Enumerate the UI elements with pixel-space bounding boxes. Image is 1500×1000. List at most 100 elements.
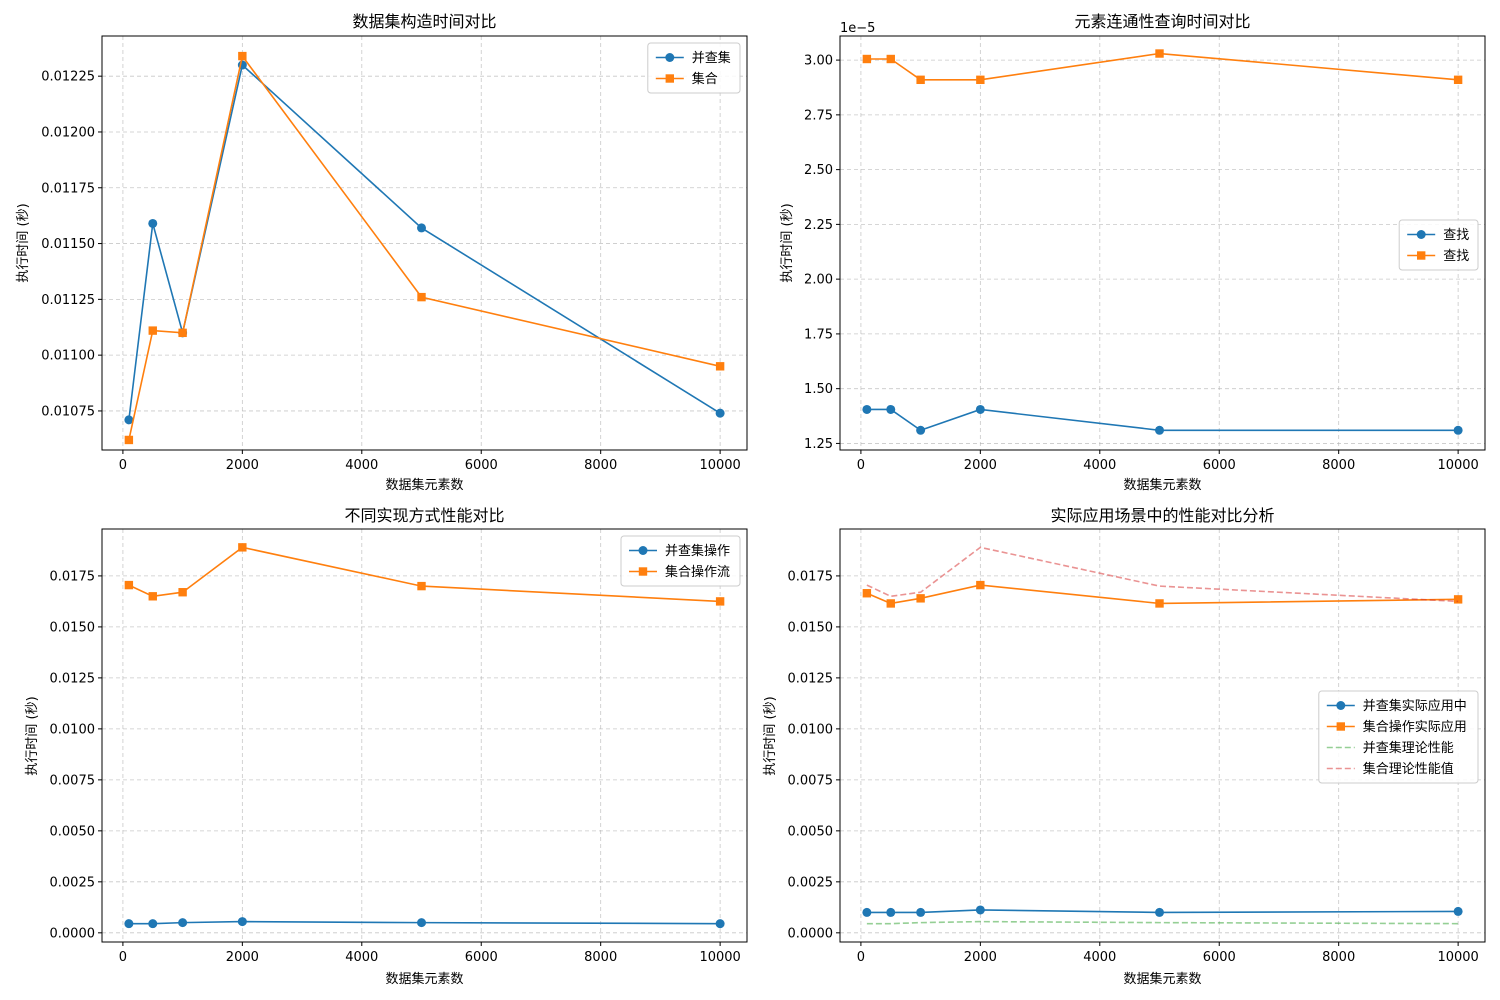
data-point: [148, 326, 157, 335]
y-tick-label: 1.75: [804, 327, 833, 342]
data-point: [124, 580, 134, 590]
series-1: [124, 917, 725, 929]
x-tick-label: 6000: [1203, 950, 1236, 965]
y-axis-label: 执行时间 (秒): [16, 203, 31, 282]
series-1: [862, 905, 1463, 917]
series-2: [862, 49, 1463, 85]
x-tick-label: 10000: [1437, 458, 1478, 473]
x-tick-label: 10000: [1437, 950, 1478, 965]
data-point: [976, 75, 985, 85]
data-point: [1155, 49, 1164, 58]
legend-label: 并查集: [692, 50, 731, 66]
data-point: [916, 907, 926, 917]
data-point: [417, 581, 426, 591]
x-tick-label: 2000: [964, 950, 997, 965]
x-tick-label: 2000: [226, 458, 259, 473]
y-tick-label: 0.01225: [41, 70, 95, 85]
x-tick-label: 6000: [1203, 458, 1236, 473]
series-line: [866, 546, 1459, 603]
axes-frame: [839, 528, 1486, 943]
data-point: [1453, 595, 1463, 604]
data-point: [715, 597, 725, 606]
y-tick-label: 1.50: [804, 382, 833, 397]
series-line: [128, 54, 721, 441]
data-point: [916, 75, 925, 85]
data-point: [417, 292, 426, 302]
data-point: [237, 917, 247, 927]
data-point: [148, 592, 157, 601]
chart-title: 数据集构造时间对比: [352, 12, 496, 31]
x-axis-label: 数据集元素数: [1123, 971, 1201, 987]
legend-label: 集合: [692, 71, 718, 87]
data-point: [975, 404, 985, 414]
x-tick-label: 8000: [584, 458, 617, 473]
data-point: [1453, 906, 1463, 916]
y-tick-label: 0.01100: [41, 349, 95, 364]
x-tick-label: 0: [857, 950, 865, 965]
grid: [102, 36, 747, 450]
data-point: [148, 919, 158, 929]
panel-construction-time: 数据集构造时间对比 数据集元素数 执行时间 (秒) 0 2000 4000 6000 8…: [16, 12, 748, 493]
axes-frame: [839, 35, 1486, 451]
legend-box: [620, 535, 741, 587]
legend-marker: [1336, 701, 1346, 710]
legend-box: [1318, 690, 1479, 784]
grid: [102, 529, 747, 942]
x-tick-label: 4000: [345, 950, 378, 965]
data-point: [862, 907, 872, 917]
data-point: [178, 588, 187, 597]
data-point: [124, 435, 134, 445]
y-tick-label: 0.01125: [41, 293, 95, 308]
panel-real-world-comparison: 实际应用场景中的性能对比分析 数据集元素数 执行时间 (秒) 0 2000 4000…: [763, 506, 1486, 987]
x-tick-label: 6000: [465, 950, 498, 965]
legend-label: 并查集操作: [665, 543, 730, 559]
y-tick-label: 0.0075: [788, 773, 834, 788]
axes-frame: [101, 35, 748, 451]
y-axis-label: 执行时间 (秒): [780, 203, 795, 282]
data-point: [975, 905, 985, 915]
legend-label: 集合理论性能值: [1363, 761, 1454, 777]
y-tick-label: 0.0100: [788, 722, 834, 737]
x-tick-label: 2000: [964, 458, 997, 473]
y-axis-label: 执行时间 (秒): [25, 696, 40, 775]
legend-label: 并查集理论性能: [1363, 740, 1454, 756]
y-tick-label: 0.0100: [50, 722, 96, 737]
y-tick-label: 0.0050: [50, 824, 96, 839]
series-line: [128, 63, 721, 420]
data-point: [886, 404, 896, 414]
x-axis-label: 数据集元素数: [385, 971, 463, 987]
x-axis-label: 数据集元素数: [1123, 477, 1201, 493]
y-tick-label: 0.01075: [41, 404, 95, 419]
y-tick-label: 0.01150: [41, 237, 95, 252]
legend-marker: [1416, 230, 1426, 239]
data-point: [886, 54, 895, 64]
y-tick-label: 0.0125: [50, 671, 96, 686]
y-tick-label: 0.0000: [788, 926, 834, 941]
y-tick-label: 2.25: [804, 218, 833, 233]
chart-title: 不同实现方式性能对比: [344, 506, 504, 525]
x-tick-label: 4000: [1083, 458, 1116, 473]
y-tick-label: 0.0150: [50, 620, 96, 635]
panel-connectivity-query-time: 元素连通性查询时间对比 数据集元素数 执行时间 (秒) 1e−5 0 2000 40…: [780, 12, 1486, 493]
series-3: [866, 920, 1459, 925]
data-point: [417, 223, 427, 233]
x-tick-label: 8000: [1322, 458, 1355, 473]
x-tick-label: 2000: [226, 950, 259, 965]
data-point: [1155, 425, 1165, 435]
data-point: [886, 907, 896, 917]
y-tick-label: 0.01175: [41, 181, 95, 196]
data-point: [715, 362, 725, 371]
legend-label: 查找: [1443, 228, 1469, 243]
y-tick-label: 0.0025: [50, 875, 96, 890]
data-point: [1155, 599, 1164, 608]
y-tick-label: 0.0175: [788, 569, 834, 584]
chart-title: 实际应用场景中的性能对比分析: [1050, 506, 1274, 525]
y-tick-label: 0.0125: [788, 671, 834, 686]
y-tick-label: 0.01200: [41, 125, 95, 140]
y-tick-label: 2.00: [804, 273, 833, 288]
x-tick-label: 0: [857, 458, 865, 473]
legend-marker: [638, 546, 648, 555]
y-tick-label: 0.0050: [788, 824, 834, 839]
